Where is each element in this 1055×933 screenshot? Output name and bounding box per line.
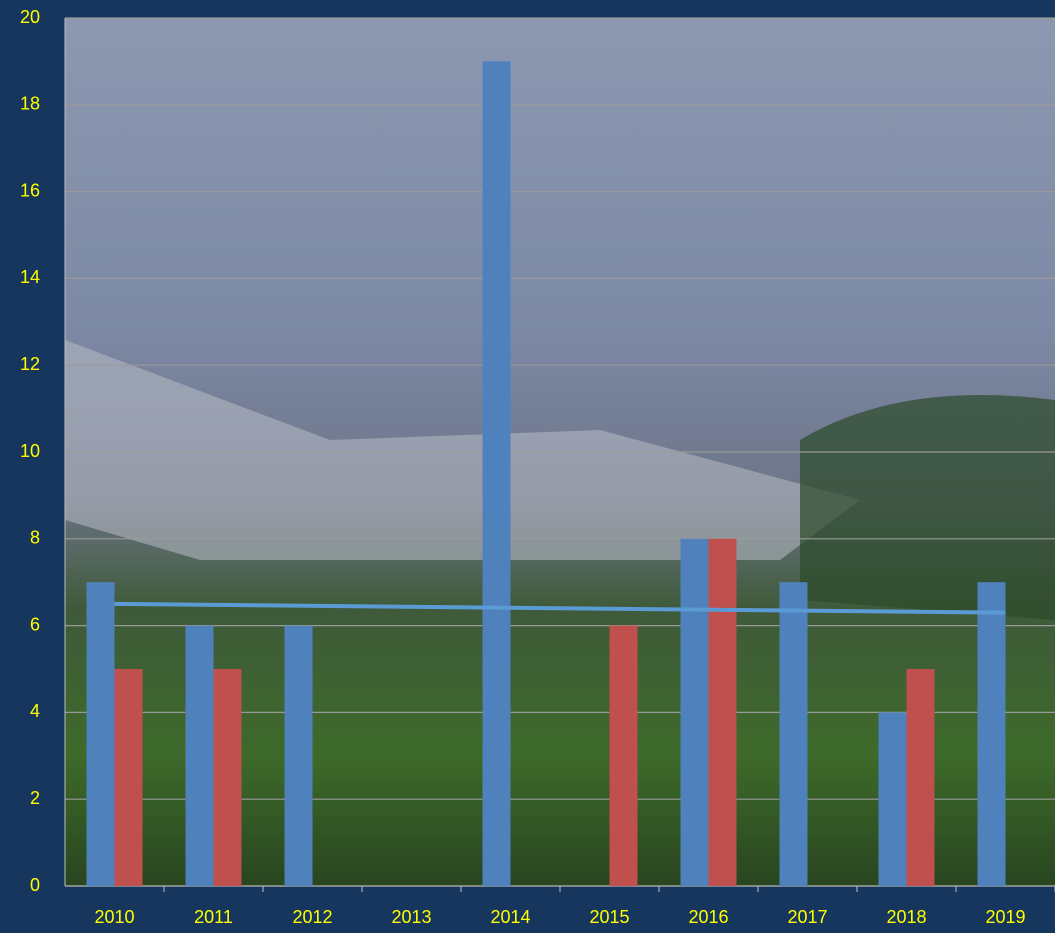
bar [482, 61, 511, 886]
bar [213, 669, 242, 886]
x-tick-label: 2016 [688, 907, 728, 927]
y-tick-label: 2 [30, 788, 40, 808]
bar [977, 582, 1006, 886]
y-tick-label: 20 [20, 7, 40, 27]
y-tick-label: 0 [30, 875, 40, 895]
x-tick-label: 2012 [292, 907, 332, 927]
y-tick-label: 6 [30, 614, 40, 634]
x-tick-label: 2017 [787, 907, 827, 927]
bar [185, 625, 214, 886]
bar [906, 669, 935, 886]
y-tick-label: 18 [20, 94, 40, 114]
x-tick-label: 2019 [985, 907, 1025, 927]
bar [680, 538, 709, 886]
trendline [114, 601, 1006, 615]
y-tick-label: 12 [20, 354, 40, 374]
x-tick-label: 2014 [490, 907, 530, 927]
trees [800, 395, 1055, 620]
y-tick-label: 4 [30, 701, 40, 721]
x-tick-label: 2018 [886, 907, 926, 927]
y-tick-label: 14 [20, 267, 40, 287]
bar [609, 625, 638, 886]
y-tick-label: 8 [30, 528, 40, 548]
bar [708, 538, 737, 886]
x-tick-label: 2015 [589, 907, 629, 927]
bar [86, 582, 115, 886]
bar [114, 669, 143, 886]
x-tick-label: 2010 [94, 907, 134, 927]
x-tick-label: 2013 [391, 907, 431, 927]
x-tick-label: 2011 [194, 907, 233, 927]
bar [878, 712, 907, 886]
bar [284, 625, 313, 886]
y-tick-label: 16 [20, 180, 40, 200]
bar [779, 582, 808, 886]
y-tick-label: 10 [20, 441, 40, 461]
glider-shape [65, 340, 860, 560]
